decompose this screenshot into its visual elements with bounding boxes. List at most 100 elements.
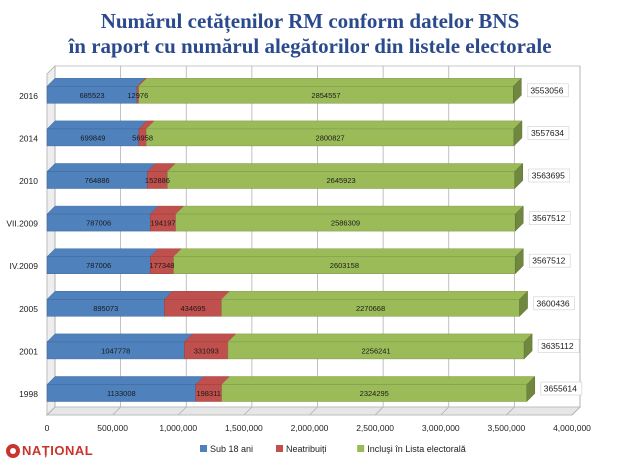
bar-segment-side bbox=[523, 333, 533, 360]
bar-segment-side bbox=[526, 375, 536, 403]
grid-line-floor bbox=[440, 406, 450, 416]
total-label: 3600436 bbox=[537, 298, 570, 308]
legend-label: Incluşi în Lista electorală bbox=[367, 444, 466, 454]
bar-segment-top bbox=[46, 120, 148, 130]
bar-segment-side bbox=[513, 120, 523, 147]
bar-segment-side bbox=[519, 290, 528, 317]
bar-segment-top bbox=[46, 376, 205, 385]
bar-segment-top bbox=[183, 333, 237, 343]
bar-segment-side bbox=[514, 162, 523, 190]
data-label: 895073 bbox=[93, 304, 118, 313]
y-tick-label: VII.2009 bbox=[6, 219, 38, 229]
y-tick-label: 2010 bbox=[19, 176, 38, 186]
logo-text: NAȚIONAL bbox=[22, 443, 94, 458]
total-label: 3563695 bbox=[532, 171, 565, 181]
data-label: 699849 bbox=[80, 133, 105, 142]
total-label: 3635112 bbox=[541, 341, 574, 351]
data-label: 764886 bbox=[85, 176, 110, 185]
grid-line-floor bbox=[177, 406, 187, 416]
data-label: 2270668 bbox=[356, 304, 385, 313]
bar-segment-top bbox=[46, 78, 146, 87]
chart-title: Numărul cetățenilor RM conform datelor B… bbox=[100, 9, 520, 33]
grid-line-floor bbox=[506, 406, 515, 416]
total-label: 3567512 bbox=[532, 256, 565, 266]
data-label: 787006 bbox=[86, 219, 111, 228]
data-label: 434695 bbox=[180, 304, 205, 313]
bar-segment-top bbox=[46, 248, 159, 257]
grid-line-floor bbox=[243, 406, 253, 416]
data-label: 2854557 bbox=[311, 91, 340, 100]
data-label: 331093 bbox=[194, 346, 219, 355]
y-tick-label: 2016 bbox=[19, 91, 38, 101]
bar-segment-top bbox=[145, 120, 523, 130]
data-label: 194197 bbox=[151, 219, 176, 228]
total-label: 3557634 bbox=[531, 128, 564, 138]
bar-segment-top bbox=[46, 163, 156, 172]
total-label: 3553056 bbox=[530, 85, 563, 95]
y-tick-label: IV.2009 bbox=[9, 261, 38, 271]
data-label: 198311 bbox=[196, 389, 220, 398]
y-tick-label: 2014 bbox=[19, 133, 38, 143]
data-label: 56958 bbox=[132, 133, 153, 142]
bar-segment-top bbox=[138, 78, 522, 87]
y-tick-label: 2005 bbox=[19, 304, 38, 314]
data-label: 2603158 bbox=[330, 261, 359, 270]
logo-circle-icon bbox=[6, 443, 20, 458]
bar-segment-side bbox=[514, 205, 524, 232]
data-label: 152886 bbox=[145, 176, 170, 185]
x-tick-label: 4,000,000 bbox=[553, 423, 591, 433]
data-label: 2645923 bbox=[326, 176, 355, 185]
bar-segment-top bbox=[175, 205, 524, 215]
x-tick-label: 0 bbox=[45, 423, 50, 433]
x-tick-label: 3,500,000 bbox=[487, 423, 525, 433]
x-tick-label: 1,000,000 bbox=[159, 423, 197, 433]
bar-segment-top bbox=[163, 291, 231, 300]
legend-label: Neatribuiți bbox=[286, 444, 327, 454]
data-label: 2256241 bbox=[361, 346, 390, 355]
legend-label: Sub 18 ani bbox=[210, 444, 253, 454]
grid-line-floor bbox=[309, 406, 318, 416]
data-label: 2586309 bbox=[331, 219, 360, 228]
x-tick-label: 2,500,000 bbox=[356, 423, 394, 433]
plot-left-wall bbox=[46, 64, 56, 417]
chart-subtitle: în raport cu numărul alegătorilor din li… bbox=[68, 34, 552, 58]
x-tick-label: 1,500,000 bbox=[225, 423, 263, 433]
data-label: 685523 bbox=[79, 91, 104, 100]
total-label-box bbox=[528, 168, 571, 183]
grid-line-floor bbox=[374, 406, 384, 416]
data-label: 177348 bbox=[149, 261, 174, 270]
data-label: 1133008 bbox=[107, 389, 136, 398]
total-label-box bbox=[528, 211, 571, 225]
legend-swatch bbox=[357, 445, 365, 452]
total-label: 3655614 bbox=[544, 384, 577, 394]
total-label-box bbox=[540, 381, 583, 396]
x-tick-label: 2,000,000 bbox=[291, 423, 329, 433]
bar-segment-top bbox=[46, 205, 159, 215]
data-label: 1047778 bbox=[101, 346, 130, 355]
bar-segment-top bbox=[221, 376, 536, 385]
bar-segment-side bbox=[513, 77, 522, 104]
data-label: 2324295 bbox=[360, 389, 389, 398]
bar-segment-side bbox=[514, 248, 524, 275]
grid-line-floor bbox=[112, 406, 121, 416]
x-tick-label: 500,000 bbox=[97, 423, 128, 433]
y-tick-label: 2001 bbox=[19, 346, 38, 356]
bar-segment-top bbox=[220, 291, 529, 300]
data-label: 787006 bbox=[86, 261, 111, 270]
data-label: 12976 bbox=[127, 91, 148, 100]
total-label-box bbox=[527, 83, 569, 98]
total-label-box bbox=[537, 339, 580, 353]
x-tick-label: 3,000,000 bbox=[422, 423, 460, 433]
bar-segment-top bbox=[46, 291, 174, 300]
total-label-box bbox=[528, 253, 571, 268]
grid-line-floor bbox=[46, 406, 56, 416]
national-logo: NAȚIONAL bbox=[6, 443, 93, 458]
bar-segment-top bbox=[166, 163, 524, 172]
y-tick-label: 1998 bbox=[19, 389, 38, 399]
total-label: 3567512 bbox=[532, 213, 565, 223]
bar-segment-top bbox=[227, 333, 533, 343]
bar-segment-top bbox=[172, 248, 524, 257]
legend-swatch bbox=[200, 445, 207, 452]
data-label: 2800827 bbox=[316, 133, 345, 142]
